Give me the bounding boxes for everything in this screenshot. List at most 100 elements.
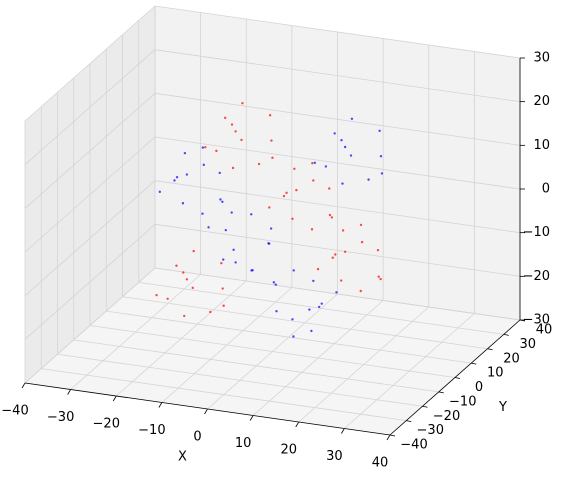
x-tick — [341, 428, 345, 434]
x-tick-label: 40 — [372, 456, 389, 471]
point — [268, 206, 271, 209]
grid-line — [24, 5, 156, 122]
grid-line — [154, 223, 521, 277]
x-tick — [249, 415, 254, 421]
point — [240, 138, 243, 142]
x-tick-label: −30 — [47, 410, 74, 425]
grid-line — [122, 296, 488, 350]
point — [268, 114, 272, 117]
point — [341, 182, 344, 185]
point — [311, 162, 314, 165]
point — [312, 179, 315, 182]
point — [202, 163, 206, 167]
point — [230, 123, 234, 126]
point — [232, 248, 235, 251]
grid-line — [24, 180, 156, 296]
point — [173, 179, 176, 182]
point — [328, 213, 332, 217]
point — [343, 250, 347, 253]
point — [359, 289, 362, 293]
grid-line — [154, 49, 521, 103]
point — [224, 228, 228, 232]
point — [340, 138, 343, 142]
y-tick-label: −30 — [417, 423, 444, 438]
point — [166, 297, 169, 300]
y-tick — [406, 420, 412, 423]
y-tick — [389, 434, 396, 437]
point — [185, 173, 189, 176]
point — [334, 253, 337, 256]
grid-line — [106, 310, 472, 364]
point — [215, 149, 218, 153]
point — [310, 329, 313, 333]
grid-line — [24, 136, 156, 253]
point — [339, 279, 343, 282]
y-tick-label: −40 — [400, 438, 427, 453]
point — [316, 267, 320, 271]
grid-line — [154, 92, 521, 146]
grid-line — [24, 267, 156, 384]
point — [234, 261, 237, 264]
point — [341, 229, 345, 232]
point — [293, 167, 296, 170]
point — [317, 305, 321, 309]
point — [291, 318, 294, 321]
grid-line — [154, 267, 521, 321]
grid-line — [57, 353, 423, 407]
points — [155, 102, 384, 338]
y-tick — [454, 377, 461, 379]
y-tick-label: 10 — [487, 366, 504, 381]
x-tick — [67, 389, 71, 395]
point — [379, 155, 383, 158]
x-tick-label: −20 — [93, 417, 120, 432]
point — [183, 314, 186, 318]
x-tick — [21, 382, 26, 389]
y-tick — [438, 391, 444, 394]
x-tick-label: 30 — [326, 449, 343, 464]
point — [221, 287, 224, 290]
point — [201, 146, 205, 149]
y-axis-label: Y — [498, 400, 507, 415]
point — [349, 154, 353, 157]
point — [204, 146, 207, 149]
point — [269, 227, 273, 230]
z-tick-label: −20 — [523, 269, 550, 284]
grid-line — [24, 93, 156, 209]
y-tick-label: −10 — [449, 394, 476, 409]
point — [158, 190, 162, 194]
point — [219, 198, 222, 201]
x-tick — [204, 408, 208, 415]
x-tick — [295, 421, 300, 428]
grid-line — [41, 368, 407, 422]
x-axis-label: X — [178, 450, 187, 465]
point — [220, 261, 223, 265]
point — [234, 130, 237, 133]
z-tick-label: 20 — [533, 94, 550, 109]
y-tick — [471, 362, 477, 365]
grid-line — [24, 49, 156, 165]
point — [313, 161, 317, 165]
y-tick — [503, 333, 509, 336]
point — [367, 178, 370, 181]
point — [207, 226, 210, 229]
point — [231, 166, 235, 170]
point — [320, 302, 323, 305]
point — [222, 258, 225, 261]
point — [241, 102, 244, 105]
point — [221, 200, 224, 203]
z-tick-label: 0 — [542, 182, 550, 197]
grid-line — [89, 325, 456, 378]
y-tick-label: 30 — [519, 337, 536, 352]
point — [274, 283, 278, 286]
point — [324, 165, 328, 168]
y-tick — [422, 405, 428, 408]
point — [182, 271, 185, 274]
axis-line — [389, 319, 521, 436]
point — [312, 279, 315, 283]
point — [335, 291, 338, 294]
point — [377, 275, 380, 278]
point — [350, 117, 354, 121]
point — [218, 171, 221, 175]
point — [285, 191, 288, 195]
